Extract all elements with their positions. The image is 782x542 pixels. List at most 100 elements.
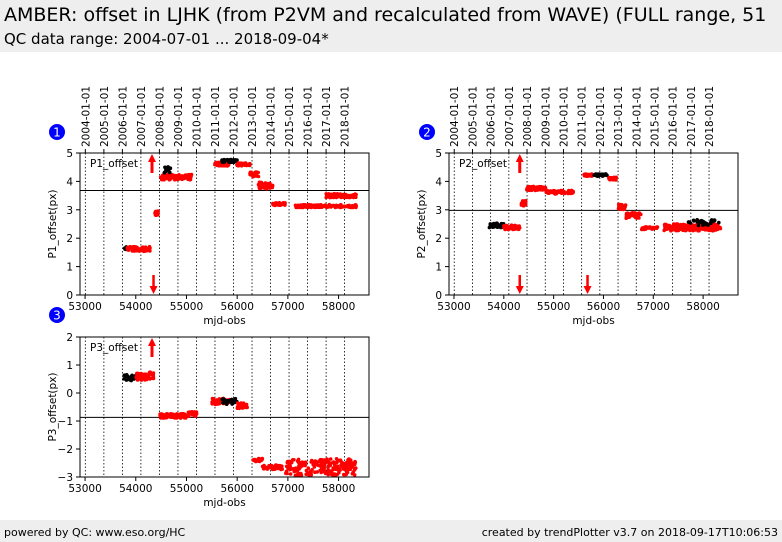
- data-point: [222, 397, 226, 402]
- data-point: [600, 172, 604, 176]
- series-black-segment: [487, 221, 506, 230]
- data-point: [626, 215, 630, 219]
- series-red-segment: [251, 456, 265, 464]
- top-tick-label: 2016-01-01: [668, 86, 680, 147]
- data-point: [148, 371, 152, 376]
- arrow-head-down: [583, 286, 592, 294]
- data-point: [327, 203, 332, 208]
- series-red-segment: [125, 244, 152, 254]
- top-tick-label: 2012-01-01: [228, 86, 240, 147]
- data-point: [325, 194, 329, 199]
- data-point: [296, 473, 301, 477]
- data-point: [696, 223, 701, 228]
- data-point: [654, 226, 658, 230]
- data-point: [260, 456, 265, 461]
- y-axis-label: P2_offset(px): [416, 189, 428, 258]
- data-point: [161, 173, 165, 178]
- x-tick-label: 57000: [271, 483, 304, 495]
- data-point: [624, 212, 629, 217]
- data-point: [351, 470, 356, 474]
- data-point: [236, 161, 240, 165]
- y-tick-label: 1: [66, 262, 73, 274]
- series-label: P2_offset: [459, 158, 507, 170]
- data-point: [311, 460, 315, 464]
- series-black-segment: [220, 157, 239, 164]
- data-point: [166, 173, 170, 178]
- footer-bar: powered by QC: www.eso.org/HC created by…: [0, 520, 782, 542]
- x-tick-label: 53000: [68, 301, 101, 313]
- series-red-segment: [607, 175, 618, 182]
- top-tick-label: 2014-01-01: [631, 86, 643, 147]
- data-point: [347, 205, 351, 209]
- data-point: [285, 459, 290, 464]
- x-tick-label: 58000: [322, 301, 355, 313]
- series-label: P3_offset: [90, 342, 138, 354]
- top-tick-label: 2012-01-01: [595, 86, 607, 147]
- badge-label: 3: [53, 309, 61, 323]
- data-point: [281, 201, 286, 205]
- x-tick-label: 56000: [220, 483, 253, 495]
- data-point: [537, 184, 542, 189]
- data-point: [151, 376, 156, 380]
- data-point: [260, 464, 265, 469]
- series-red-segment: [640, 225, 660, 232]
- data-point: [717, 220, 721, 225]
- data-point: [262, 181, 267, 186]
- data-point: [350, 461, 354, 465]
- data-point: [271, 466, 276, 471]
- data-point: [639, 212, 643, 217]
- data-point: [354, 205, 358, 210]
- y-tick-label: 2: [435, 233, 442, 245]
- y-tick-label: 5: [435, 148, 442, 160]
- data-point: [686, 220, 691, 224]
- data-point: [248, 172, 253, 177]
- data-point: [565, 190, 570, 195]
- data-point: [552, 191, 556, 195]
- y-tick-label: −3: [58, 472, 73, 484]
- series-red-segment: [544, 188, 575, 196]
- data-point: [350, 194, 355, 198]
- data-point: [712, 218, 717, 222]
- data-point: [295, 469, 300, 473]
- y-tick-label: 1: [66, 360, 73, 372]
- data-point: [257, 185, 262, 189]
- data-point: [179, 174, 183, 179]
- x-tick-label: 57000: [271, 301, 304, 313]
- data-point: [332, 191, 337, 196]
- data-point: [318, 459, 323, 463]
- data-point: [703, 226, 707, 231]
- top-tick-label: 2018-01-01: [340, 86, 352, 147]
- series-red-segment: [271, 201, 287, 208]
- data-point: [335, 194, 340, 198]
- top-tick-label: 2015-01-01: [284, 86, 296, 147]
- data-point: [595, 173, 599, 177]
- data-point: [134, 376, 139, 380]
- data-point: [220, 158, 224, 162]
- data-point: [344, 472, 349, 477]
- data-point: [706, 223, 710, 227]
- data-point: [167, 415, 172, 419]
- y-tick-label: 3: [435, 205, 442, 217]
- data-point: [306, 466, 311, 471]
- data-point: [509, 223, 514, 227]
- series-red-segment: [502, 223, 522, 232]
- data-point: [709, 221, 713, 225]
- chart-badge: 2: [419, 124, 435, 140]
- series-red-segment: [624, 211, 643, 220]
- data-point: [139, 374, 144, 379]
- series-red-segment: [519, 199, 528, 208]
- data-point: [326, 470, 330, 474]
- data-point: [663, 222, 667, 227]
- data-point: [587, 172, 592, 177]
- chart-badge: 3: [49, 307, 65, 323]
- data-point: [549, 189, 553, 194]
- data-point: [186, 410, 191, 415]
- y-tick-label: 1: [435, 262, 442, 274]
- data-point: [713, 222, 717, 227]
- data-point: [693, 228, 697, 232]
- data-point: [272, 203, 277, 207]
- top-tick-label: 2009-01-01: [173, 86, 185, 147]
- data-point: [240, 406, 245, 410]
- y-tick-label: 2: [66, 233, 73, 245]
- data-point: [319, 470, 324, 475]
